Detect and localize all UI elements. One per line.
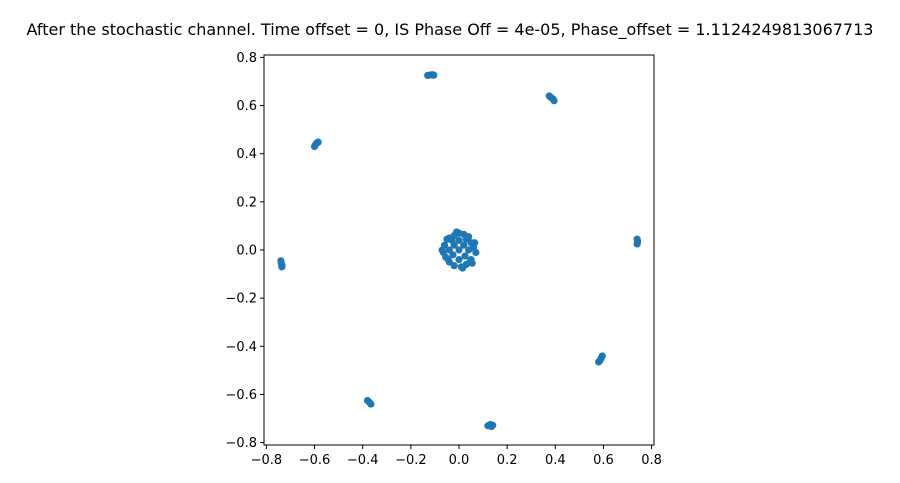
plot-frame [263, 54, 655, 446]
scatter-point [487, 422, 496, 431]
scatter-point [460, 241, 468, 249]
y-tick-label: 0.0 [236, 244, 257, 259]
scatter-point [633, 240, 641, 248]
scatter-point [444, 256, 452, 264]
x-tick-label: −0.4 [347, 453, 379, 468]
axes-layer: −0.8 −0.6 −0.4 −0.2 0.0 0.2 0.4 0.6 0.8 −0.8 −0.6 −… [225, 51, 662, 468]
x-tick-label: 0.0 [449, 453, 470, 468]
scatter-point [455, 256, 463, 264]
x-tick-label: −0.6 [299, 453, 331, 468]
scatter-point [468, 259, 476, 267]
scatter-point [598, 352, 606, 360]
scatter-point [461, 252, 469, 260]
chart-title: After the stochastic channel. Time offse… [27, 20, 874, 40]
y-tick-label: 0.8 [236, 51, 257, 66]
scatter-point [550, 97, 558, 105]
scatter-point [472, 248, 480, 257]
y-tick-label: 0.4 [236, 147, 257, 162]
scatter-point [367, 400, 375, 408]
x-tick-label: 0.6 [593, 453, 614, 468]
x-tick-label: 0.4 [545, 453, 566, 468]
scatter-point [438, 246, 446, 254]
x-tick-label: −0.8 [251, 453, 283, 468]
y-tick-label: 0.2 [236, 195, 257, 210]
scatter-point [278, 263, 286, 271]
y-tick-label: −0.4 [225, 340, 257, 355]
scatter-point [459, 264, 467, 272]
scatter-point [314, 138, 322, 146]
scatter-point [455, 246, 463, 254]
y-tick-label: −0.6 [225, 388, 257, 403]
scatter-point [462, 235, 470, 243]
scatter-point [452, 228, 461, 236]
x-tick-label: 0.2 [497, 453, 518, 468]
scatter-point [430, 71, 438, 79]
y-tick-label: −0.8 [225, 436, 257, 451]
scatter-point [445, 246, 453, 254]
points-layer [277, 71, 642, 431]
y-tick-label: −0.2 [225, 292, 257, 307]
scatter-point [465, 246, 473, 254]
x-tick-label: −0.2 [395, 453, 427, 468]
scatter-point [455, 236, 463, 244]
x-tick-label: 0.8 [641, 453, 662, 468]
y-tick-label: 0.6 [236, 99, 257, 114]
scatter-point [471, 239, 479, 247]
scatter-point [443, 235, 451, 243]
